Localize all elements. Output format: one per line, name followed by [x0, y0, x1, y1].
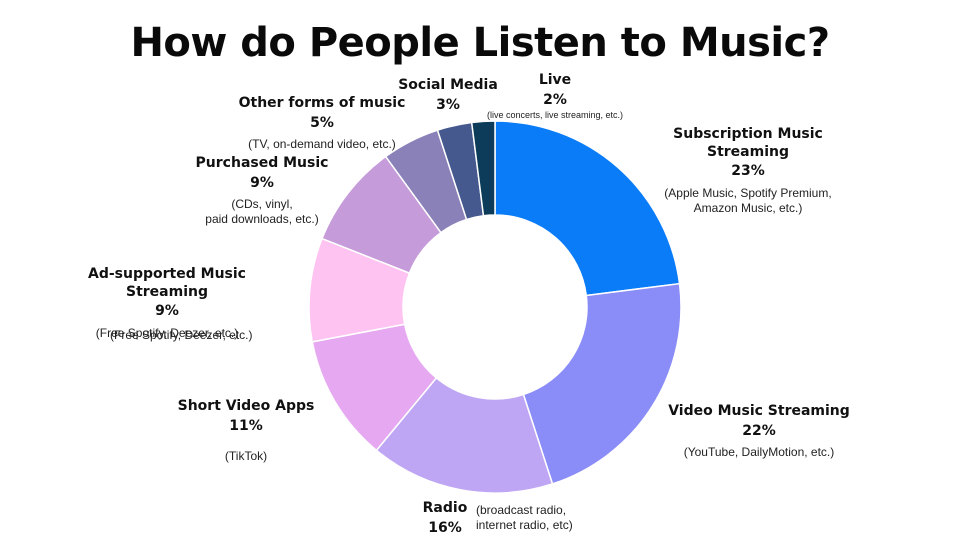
label-ad-supported: Ad-supported Music Streaming 9% (Free Sp… [48, 266, 286, 341]
label-name: Video Music Streaming [668, 403, 850, 419]
label-purchased: Purchased Music 9% (CDs, vinyl, paid dow… [178, 155, 346, 227]
label-percent: 9% [250, 174, 274, 191]
label-note: (TV, on-demand video, etc.) [248, 137, 396, 151]
label-percent: 3% [436, 96, 460, 113]
label-note: (Apple Music, Spotify Premium, Amazon Mu… [664, 185, 832, 215]
label-social-media: Social Media 3% [396, 77, 500, 114]
label-live: Live 2% (live concerts, live streaming, … [470, 72, 640, 121]
label-percent: 23% [731, 163, 765, 179]
label-percent: 2% [543, 91, 567, 108]
label-name: Subscription Music Streaming [673, 126, 823, 160]
label-name: Live [538, 72, 572, 88]
label-ad-supported-note-duplicate: (Free Spotify, Deezer, etc.) [110, 328, 253, 342]
label-name: Short Video Apps [177, 398, 315, 414]
label-name: Radio [422, 500, 468, 516]
label-name: Social Media [398, 77, 498, 93]
label-name: Ad-supported Music Streaming [88, 266, 246, 300]
label-name: Other forms of music [238, 95, 406, 111]
donut-slice-radio [375, 376, 554, 494]
label-note: (CDs, vinyl, paid downloads, etc.) [205, 197, 319, 226]
label-percent: 22% [742, 422, 776, 439]
label-percent: 9% [155, 303, 179, 319]
label-radio: Radio 16% [420, 500, 470, 537]
donut-slice-live [470, 120, 496, 217]
label-radio-note: (broadcast radio, internet radio, etc) [476, 503, 592, 533]
label-name: Purchased Music [195, 155, 329, 171]
chart-title: How do People Listen to Music? [130, 20, 830, 66]
label-note: (YouTube, DailyMotion, etc.) [683, 445, 835, 459]
label-subscription: Subscription Music Streaming 23% (Apple … [630, 126, 866, 216]
donut-slice-subscription-music-streaming [494, 120, 681, 297]
label-note: (Free Spotify, Deezer, etc.) [95, 325, 239, 340]
label-percent: 16% [428, 519, 462, 536]
label-other-forms: Other forms of music 5% (TV, on-demand v… [232, 95, 412, 152]
label-note: (broadcast radio, internet radio, etc) [476, 503, 573, 532]
label-note: (live concerts, live streaming, etc.) [486, 110, 624, 120]
label-short-video: Short Video Apps 11% (TikTok) [172, 398, 320, 464]
label-note: (TikTok) [224, 449, 268, 463]
label-video-streaming: Video Music Streaming 22% (YouTube, Dail… [662, 403, 856, 460]
label-percent: 5% [310, 114, 334, 131]
label-percent: 11% [229, 417, 263, 434]
donut-slice-video-music-streaming [522, 282, 682, 485]
